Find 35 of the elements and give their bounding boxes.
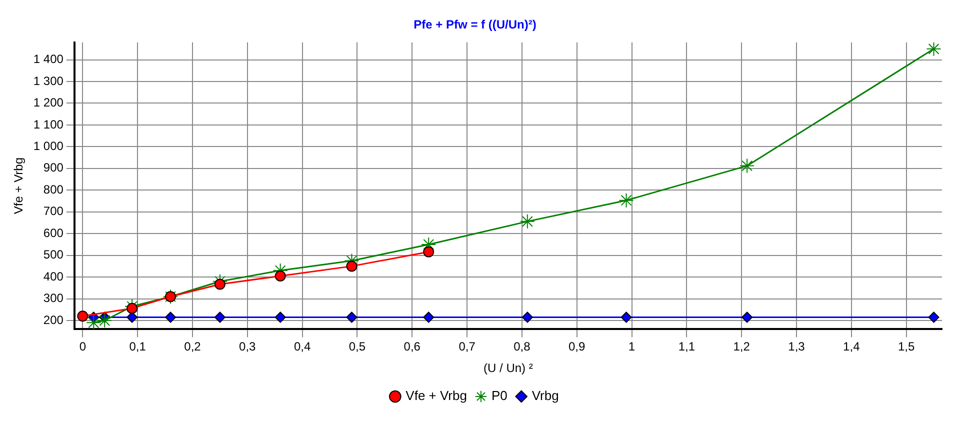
- x-tick-label: 0,9: [568, 340, 586, 354]
- x-tick-label: 0,8: [514, 340, 531, 354]
- y-tick-label: 500: [43, 248, 64, 262]
- y-tick-label: 600: [43, 226, 64, 240]
- x-tick-label: 1,1: [678, 340, 696, 354]
- y-tick-label: 1 200: [33, 96, 64, 110]
- x-tick-label: 0,1: [129, 340, 146, 354]
- x-tick-label: 0,4: [294, 340, 311, 354]
- y-axis-title: Vfe + Vrbg: [12, 158, 26, 214]
- x-tick-label: 0,6: [404, 340, 421, 354]
- x-tick-label: 1,4: [843, 340, 860, 354]
- chart-title: Pfe + Pfw = f ((U/Un)²): [414, 18, 536, 32]
- legend-label: P0: [491, 388, 508, 404]
- legend-label: Vrbg: [532, 388, 559, 404]
- x-tick-label: 1,5: [898, 340, 915, 354]
- y-tick-label: 1 000: [33, 139, 64, 154]
- y-tick-label: 700: [43, 204, 64, 218]
- y-tick-label: 200: [43, 312, 64, 327]
- x-tick-label: 1,2: [733, 340, 750, 354]
- y-tick-label: 400: [43, 269, 64, 284]
- y-tick-label: 1 100: [33, 117, 64, 132]
- y-tick-label: 300: [43, 291, 64, 306]
- y-tick-label: 800: [43, 182, 64, 196]
- y-tick-label: 1 400: [33, 52, 64, 66]
- x-tick-label: 0,5: [348, 340, 366, 354]
- x-tick-label: 0,2: [184, 340, 202, 354]
- legend-label: Vfe + Vrbg: [406, 388, 467, 404]
- x-tick-label: 0: [79, 340, 86, 354]
- x-tick-label: 1: [628, 340, 636, 354]
- y-tick-label: 900: [43, 160, 64, 175]
- x-tick-label: 1,3: [788, 340, 806, 354]
- x-axis-title: (U / Un) ²: [484, 361, 533, 376]
- x-tick-label: 0,7: [458, 340, 476, 354]
- x-tick-label: 0,3: [239, 340, 256, 354]
- y-tick-label: 1 300: [33, 74, 64, 88]
